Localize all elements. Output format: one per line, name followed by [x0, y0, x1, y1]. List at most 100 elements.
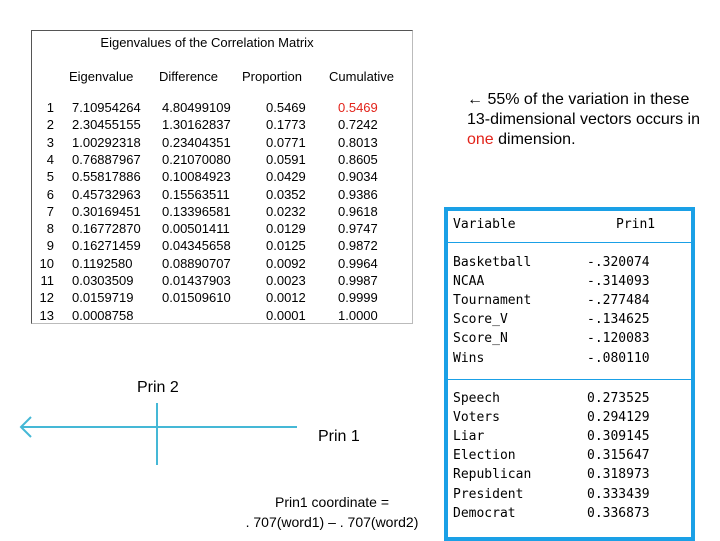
eigenvalue-cell: 0.0303509	[72, 273, 134, 288]
loading-row: Election 0.315647	[448, 448, 691, 467]
eigenvalue-row: 11 0.0303509 0.01437903 0.0023 0.9987	[32, 273, 412, 290]
eigenvalue-row: 2 2.30455155 1.30162837 0.1773 0.7242	[32, 117, 412, 134]
loading-row: President 0.333439	[448, 487, 691, 506]
eigenvalue-row: 3 1.00292318 0.23404351 0.0771 0.8013	[32, 135, 412, 152]
loading-value: -.277484	[587, 293, 650, 309]
difference-cell: 0.08890707	[162, 255, 231, 271]
proportion-cell: 0.0023	[266, 273, 306, 288]
loading-variable: NCAA	[453, 274, 485, 290]
cumulative-cell: 0.9987	[338, 273, 378, 288]
row-index: 10	[39, 255, 54, 271]
eigenvalue-cell: 0.76887967	[72, 151, 141, 167]
loading-row: Voters 0.294129	[448, 410, 691, 429]
prin1-label: Prin 1	[318, 428, 360, 445]
row-index: 6	[46, 186, 54, 202]
proportion-cell: 0.0591	[266, 151, 306, 167]
loading-variable: Republican	[453, 467, 532, 483]
eigenvalue-cell: 7.10954264	[72, 100, 141, 115]
difference-cell: 0.01509610	[162, 290, 231, 306]
eigenvalue-row: 5 0.55817886 0.10084923 0.0429 0.9034	[32, 169, 412, 186]
loading-value: 0.294129	[587, 410, 650, 426]
loading-value: -.314093	[587, 274, 650, 290]
annotation-text-a: of the variation in these 13-dimensional…	[467, 91, 700, 128]
loading-value: 0.333439	[587, 486, 650, 502]
annotation-one: one	[467, 131, 494, 148]
loading-row: Republican 0.318973	[448, 467, 691, 486]
cumulative-cell: 0.9964	[338, 255, 378, 271]
eigenvalue-cell: 0.16772870	[72, 221, 141, 237]
loading-variable: Score_N	[453, 331, 508, 347]
loading-value: 0.318973	[587, 467, 650, 483]
cumulative-cell: 0.9747	[338, 221, 378, 237]
eigenvalue-cell: 0.30169451	[72, 203, 141, 219]
coord-line-2: . 707(word1) – . 707(word2)	[245, 514, 419, 530]
left-arrowhead-icon	[19, 416, 32, 438]
loading-row: NCAA -.314093	[448, 274, 691, 293]
loading-variable: Voters	[453, 410, 500, 426]
prin1-coordinate-formula: Prin1 coordinate = . 707(word1) – . 707(…	[232, 492, 432, 532]
proportion-cell: 0.0352	[266, 186, 306, 202]
loadings-header-variable: Variable	[453, 217, 516, 232]
proportion-cell: 0.0012	[266, 290, 306, 306]
row-index: 11	[40, 273, 55, 288]
difference-cell: 0.23404351	[162, 134, 231, 150]
header-difference: Difference	[159, 69, 219, 84]
cumulative-cell: 0.9618	[338, 203, 378, 219]
annotation-text-b: dimension.	[493, 131, 576, 148]
eigenvalue-cell: 0.0008758	[72, 307, 134, 323]
row-index: 1	[46, 100, 54, 115]
loading-row: Liar 0.309145	[448, 429, 691, 448]
difference-cell: 0.15563511	[162, 186, 230, 202]
eigenvalue-cell: 0.0159719	[72, 290, 134, 306]
eigenvalue-row: 12 0.0159719 0.01509610 0.0012 0.9999	[32, 290, 412, 307]
prin2-label: Prin 2	[137, 379, 179, 396]
eigenvalue-row: 8 0.16772870 0.00501411 0.0129 0.9747	[32, 221, 412, 238]
eigenvalue-table-title: Eigenvalues of the Correlation Matrix	[32, 35, 412, 50]
eigenvalue-row: 7 0.30169451 0.13396581 0.0232 0.9618	[32, 204, 412, 221]
eigenvalue-row: 9 0.16271459 0.04345658 0.0125 0.9872	[32, 238, 412, 255]
difference-cell: 0.13396581	[162, 203, 231, 219]
row-index: 13	[39, 307, 54, 323]
loadings-table: Variable Prin1 Basketball -.320074 NCAA -.3…	[444, 207, 695, 541]
eigenvalue-cell: 1.00292318	[72, 134, 141, 150]
loading-variable: Tournament	[453, 293, 532, 309]
proportion-cell: 0.5469	[266, 100, 306, 115]
loading-row: Score_N -.120083	[448, 331, 691, 350]
loading-row: Wins -.080110	[448, 351, 691, 370]
proportion-cell: 0.0001	[266, 307, 306, 323]
loading-row: Basketball -.320074	[448, 255, 691, 274]
loading-value: -.320074	[587, 255, 650, 270]
loading-row: Score_V -.134625	[448, 312, 691, 331]
proportion-cell: 0.0232	[266, 203, 306, 219]
row-index: 9	[46, 238, 54, 254]
row-index: 3	[46, 134, 54, 150]
loading-variable: Speech	[453, 391, 500, 406]
cumulative-cell: 1.0000	[338, 307, 378, 323]
loading-variable: Liar	[453, 429, 485, 445]
difference-cell: 0.21070080	[162, 151, 231, 167]
cumulative-cell: 0.9999	[338, 290, 378, 306]
difference-cell: 1.30162837	[162, 117, 231, 133]
eigenvalue-row: 1 7.10954264 4.80499109 0.5469 0.5469	[32, 100, 412, 117]
loading-variable: President	[453, 486, 524, 502]
eigenvalue-row: 4 0.76887967 0.21070080 0.0591 0.8605	[32, 152, 412, 169]
cumulative-cell: 0.5469	[338, 100, 378, 115]
left-arrow-icon: ←	[467, 91, 483, 108]
loadings-header: Variable Prin1	[448, 217, 691, 236]
loadings-divider	[448, 379, 691, 380]
cumulative-cell: 0.8605	[338, 151, 378, 167]
header-eigenvalue: Eigenvalue	[69, 69, 134, 84]
proportion-cell: 0.0092	[266, 255, 306, 271]
loading-variable: Wins	[453, 350, 485, 366]
difference-cell: 0.00501411	[162, 221, 230, 237]
principal-axes-diagram	[19, 403, 297, 465]
loading-value: 0.315647	[587, 448, 650, 464]
loading-variable: Election	[453, 448, 516, 464]
cumulative-cell: 0.9034	[338, 169, 378, 185]
annotation-percent: 55%	[483, 91, 520, 108]
eigenvalue-cell: 0.45732963	[72, 186, 141, 202]
coord-line-1: Prin1 coordinate =	[274, 494, 390, 510]
row-index: 12	[39, 290, 54, 306]
loadings-divider	[448, 242, 691, 243]
loading-value: -.134625	[587, 312, 650, 328]
